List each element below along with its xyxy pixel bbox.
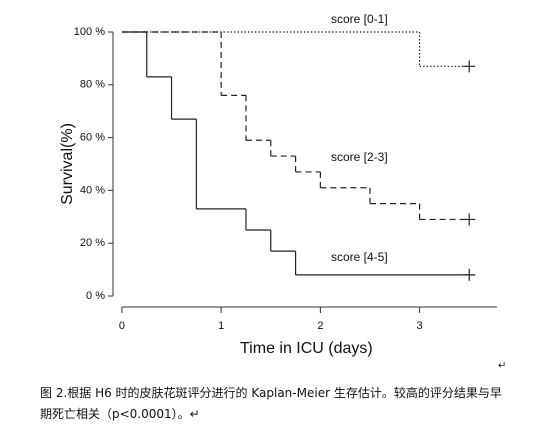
x-tick-label: 3 <box>417 320 423 332</box>
caption-line: 图 2.根据 H6 时的皮肤花斑评分进行的 Kaplan-Meier 生存估计。… <box>40 386 502 400</box>
y-tick-label: 80 % <box>80 79 105 91</box>
y-tick-label: 0 % <box>86 290 105 302</box>
series-label: score [2-3] <box>331 150 388 164</box>
censor-mark <box>463 213 476 226</box>
y-tick-label: 100 % <box>74 26 105 38</box>
paragraph-mark: ↵ <box>498 361 506 370</box>
series-label: score [4-5] <box>331 250 388 264</box>
y-tick-label: 20 % <box>80 237 105 249</box>
x-tick-label: 2 <box>317 320 323 332</box>
series-label: score [0-1] <box>331 12 388 26</box>
y-axis-title: Survival(%) <box>59 123 76 205</box>
x-tick-label: 0 <box>119 320 125 332</box>
censor-mark <box>463 60 476 73</box>
censor-mark <box>463 268 476 281</box>
x-tick-label: 1 <box>218 320 224 332</box>
x-axis-title: Time in ICU (days) <box>240 340 373 357</box>
caption-line: 期死亡相关（p<0.0001）。↵ <box>40 407 200 421</box>
y-tick-label: 60 % <box>80 132 105 144</box>
y-tick-label: 40 % <box>80 184 105 196</box>
chart: Time in ICU (days) Survival(%) ↵ 0 % 20 %… <box>59 12 506 370</box>
